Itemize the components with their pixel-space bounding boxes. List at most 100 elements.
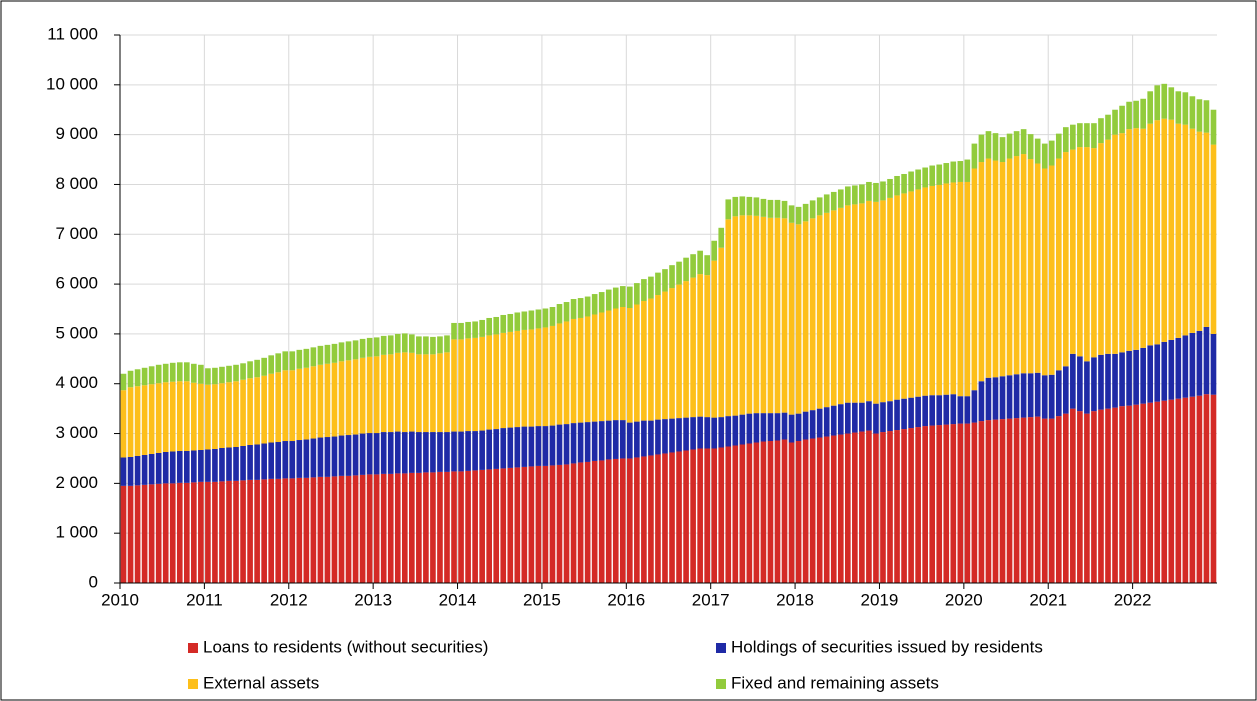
bar-segment [852, 432, 858, 583]
bar-segment [683, 257, 689, 282]
bar-segment [247, 445, 253, 480]
bar-segment [605, 310, 612, 421]
bar-segment [978, 381, 985, 422]
bar-segment [556, 424, 563, 465]
bar-segment [198, 481, 204, 583]
bar-segment [746, 443, 753, 583]
bar-segment [254, 377, 260, 445]
bar-segment [929, 165, 936, 186]
bar-segment [1070, 353, 1076, 409]
bar-segment [584, 461, 591, 583]
bar-segment [943, 394, 950, 425]
bar-segment [528, 310, 535, 330]
bar-segment [1062, 152, 1069, 367]
bar-segment [718, 227, 725, 248]
bar-segment [169, 483, 176, 583]
bar-segment [1168, 87, 1175, 120]
bar-segment [1175, 123, 1182, 338]
bar-segment [465, 470, 471, 583]
bar-segment [275, 353, 282, 373]
bar-segment [338, 342, 345, 362]
bar-segment [823, 212, 830, 408]
bar-segment [409, 431, 415, 473]
x-tick-label: 2016 [607, 590, 645, 609]
bar-segment [303, 348, 310, 368]
bar-segment [162, 451, 169, 484]
bar-segment [268, 373, 275, 443]
bar-segment [219, 447, 225, 482]
bar-segment [345, 360, 352, 436]
bar-segment [739, 196, 746, 216]
bar-segment [444, 335, 450, 353]
bar-segment [950, 161, 957, 183]
bar-segment [908, 191, 914, 398]
bar-segment [732, 196, 739, 217]
bar-segment [1210, 394, 1217, 583]
bar-segment [219, 383, 225, 448]
bar-segment [176, 482, 183, 583]
bar-segment [176, 381, 183, 451]
bar-segment [570, 423, 577, 464]
bar-segment [317, 345, 324, 365]
bar-segment [205, 384, 211, 450]
bar-segment [627, 308, 633, 423]
bar-segment [887, 401, 893, 432]
bar-segment [401, 352, 408, 433]
bar-segment [690, 449, 696, 583]
bar-segment [1189, 396, 1196, 583]
bar-segment [662, 419, 668, 454]
bar-segment [1006, 133, 1013, 159]
bar-segment [282, 478, 289, 583]
bar-segment [788, 442, 795, 583]
bar-segment [120, 485, 127, 583]
bar-segment [275, 372, 282, 443]
x-tick-label: 2018 [776, 590, 814, 609]
bar-segment [275, 442, 282, 479]
bar-segment [493, 334, 500, 430]
bar-segment [1105, 114, 1111, 140]
bar-segment [591, 421, 598, 461]
y-tick-label: 0 [89, 572, 98, 591]
bar-segment [134, 386, 141, 456]
bar-segment [366, 474, 373, 583]
bar-segment [697, 274, 703, 417]
bar-segment [127, 456, 134, 486]
bar-segment [1140, 128, 1146, 348]
bar-segment [176, 362, 183, 382]
bar-segment [852, 204, 858, 403]
bar-segment [338, 435, 345, 476]
bar-segment [1027, 134, 1034, 160]
bar-segment [465, 321, 471, 339]
bar-segment [296, 349, 303, 369]
bar-segment [233, 364, 239, 382]
bar-segment [894, 399, 900, 431]
bar-segment [1203, 326, 1210, 395]
bar-segment [795, 413, 802, 442]
bar-segment [978, 134, 985, 163]
bar-segment [802, 203, 809, 222]
bar-segment [711, 417, 718, 449]
bar-segment [795, 441, 802, 583]
bar-segment [303, 367, 310, 440]
bar-segment [134, 455, 141, 486]
bar-segment [690, 277, 696, 418]
y-tick-label: 10 000 [46, 74, 98, 93]
bar-segment [430, 354, 436, 433]
bar-segment [289, 478, 296, 583]
bar-segment [641, 279, 647, 302]
legend-swatch [188, 679, 198, 689]
bar-segment [634, 421, 640, 458]
bar-segment [317, 437, 324, 477]
legend-swatch [716, 679, 726, 689]
bar-segment [971, 390, 978, 423]
bar-segment [760, 198, 767, 217]
bar-segment [943, 163, 950, 184]
bar-segment [662, 269, 668, 292]
bar-segment [437, 336, 443, 354]
bar-segment [873, 433, 879, 583]
y-tick-label: 6 000 [55, 274, 98, 293]
bar-segment [226, 480, 232, 583]
bar-segment [261, 479, 267, 583]
bar-segment [669, 265, 675, 289]
bar-segment [711, 260, 718, 418]
